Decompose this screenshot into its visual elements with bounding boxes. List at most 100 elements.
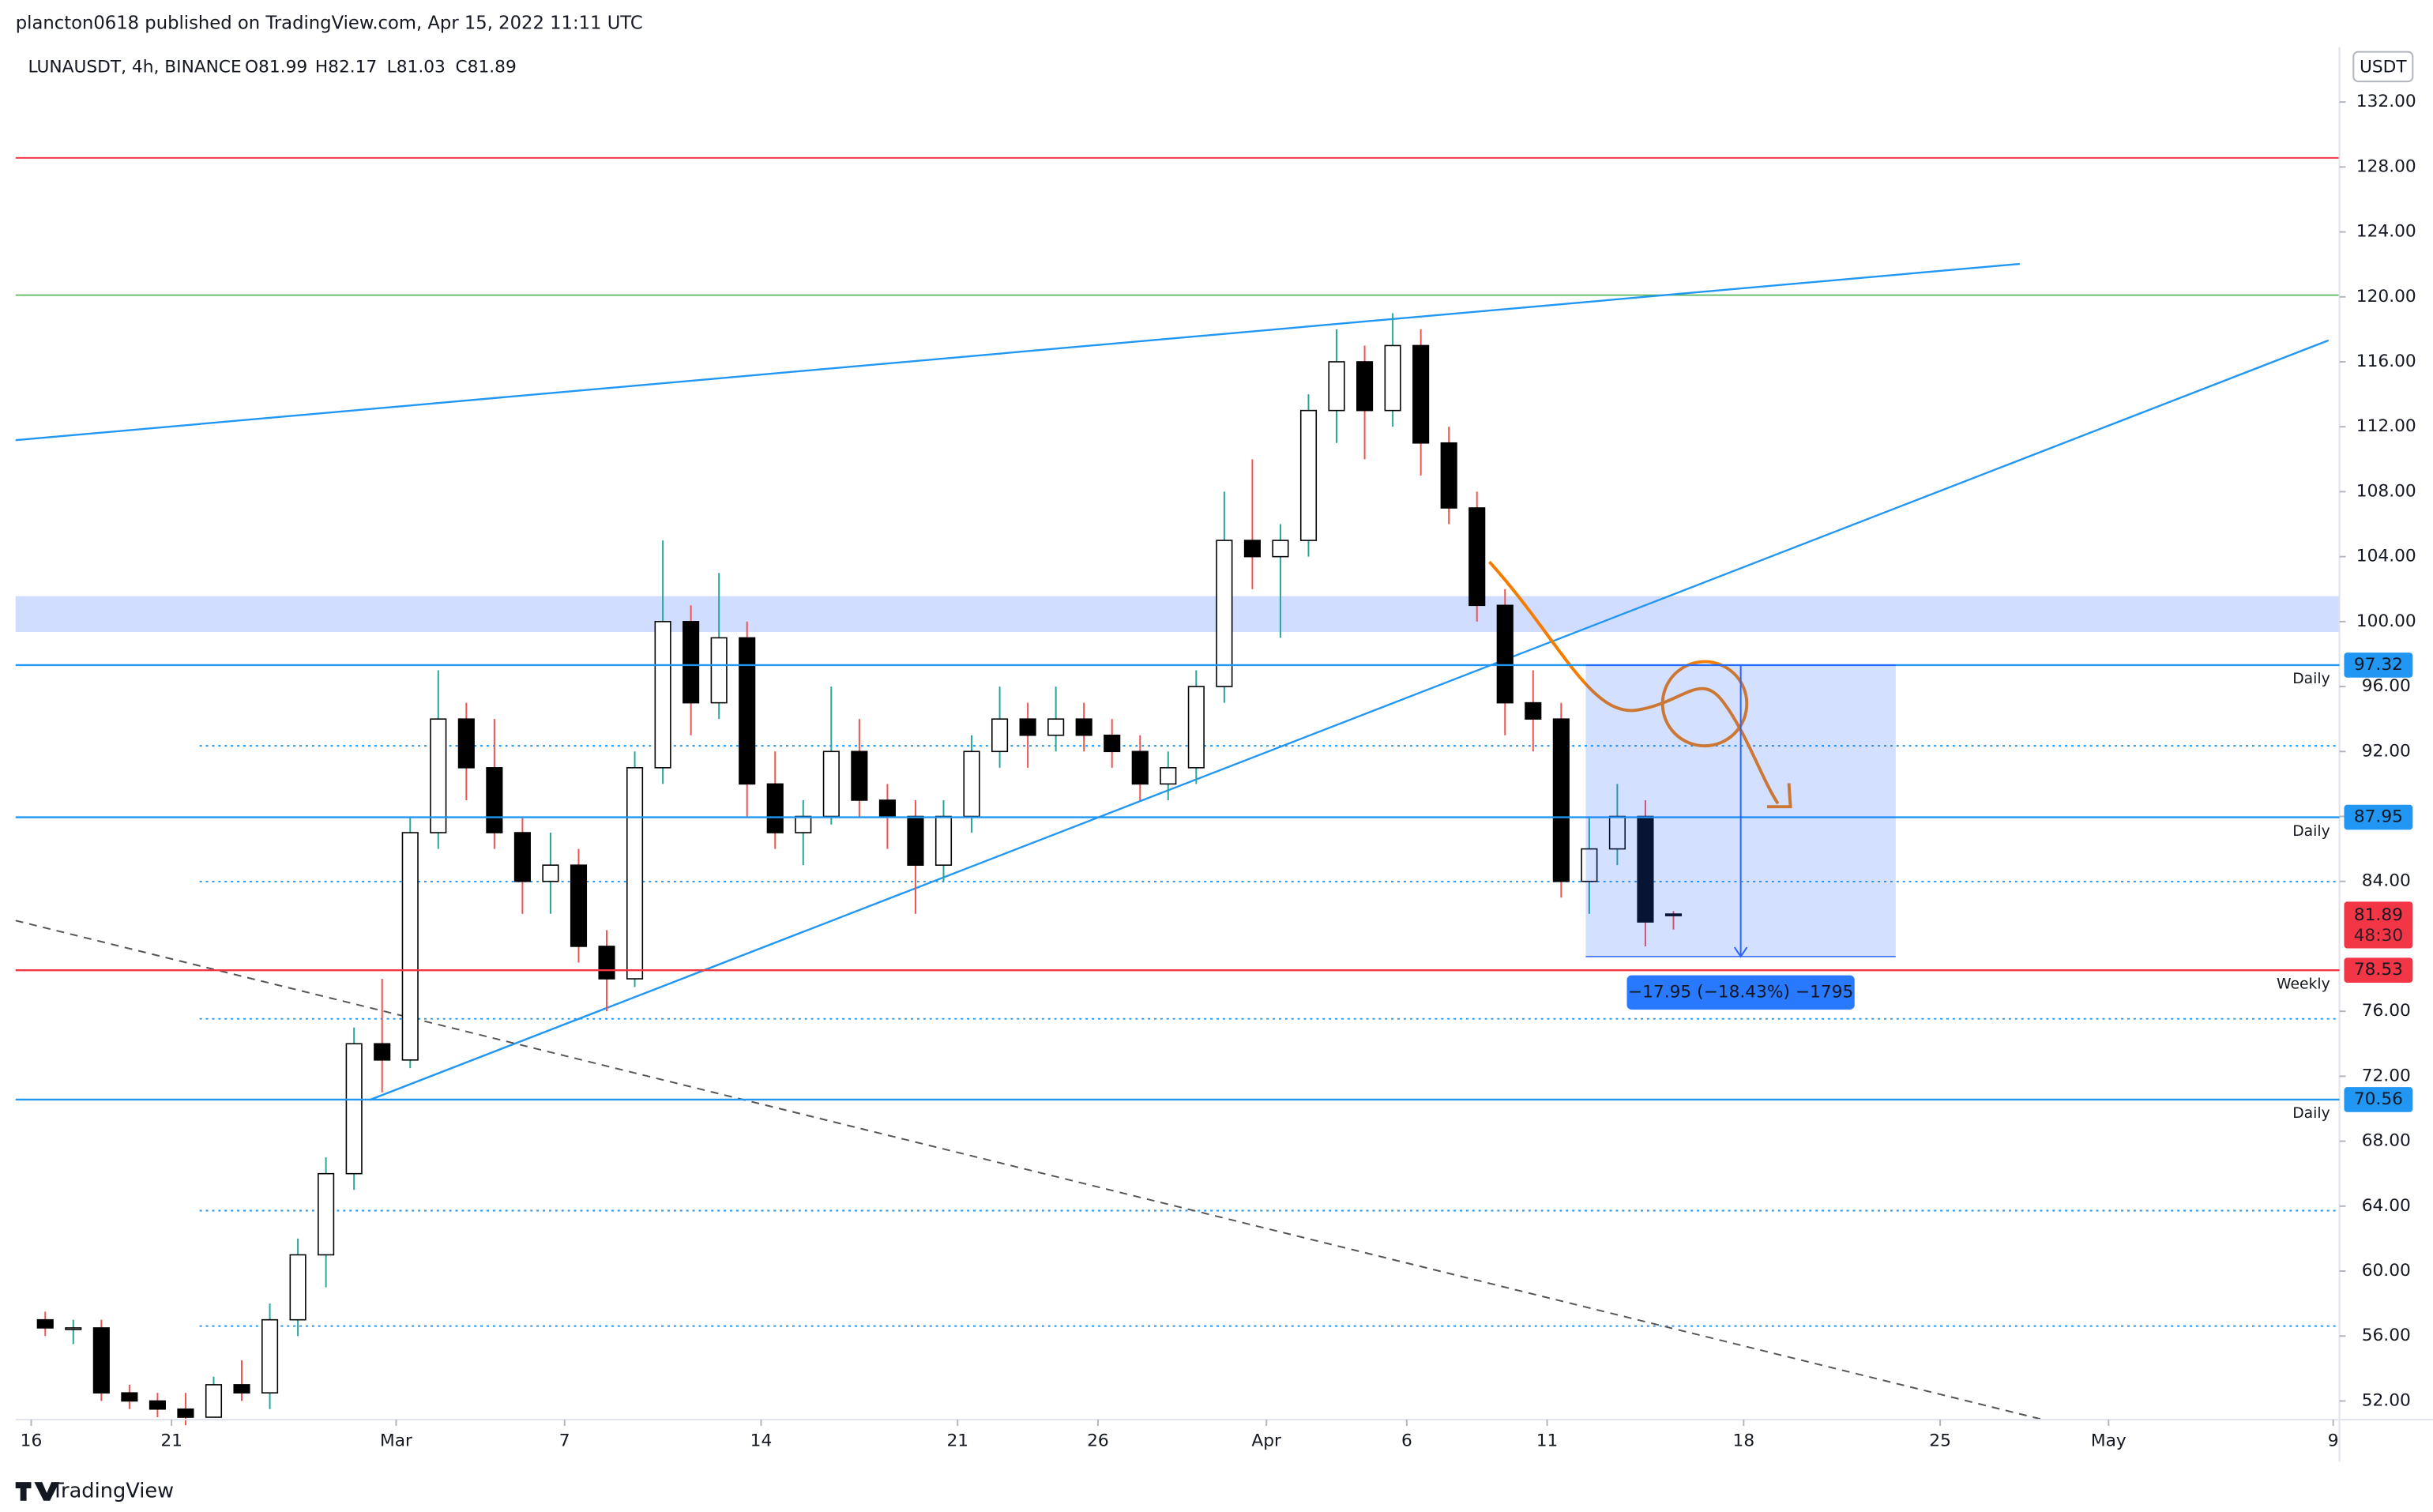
x-tick-label: Mar [380,1431,412,1451]
level-tag-label: 78.53 [2354,960,2403,980]
candle-body [289,1254,306,1321]
candle-body [1131,750,1149,785]
candle-body [1272,540,1289,558]
candle-body [739,637,756,785]
y-tick-label: 108.00 [2356,481,2416,501]
level-tag-label: 87.95 [2354,807,2403,827]
candle-body [542,864,559,882]
candle-body [1075,718,1092,736]
candles [36,313,1683,1426]
projected-arrow [1766,783,1792,809]
level-tag [2344,804,2413,830]
x-tick-label: 11 [1536,1431,1559,1451]
projected-path [1488,560,1780,805]
candle-body [1104,734,1121,753]
candle-body [851,750,868,801]
level-note: Weekly [2277,976,2330,992]
trend-line [15,262,2020,442]
x-tick-label: 6 [1401,1431,1412,1451]
candle-body [177,1408,194,1418]
trend-line [369,339,2330,1101]
x-tick-label: 26 [1087,1431,1109,1451]
high-label: H82.17 [315,57,377,77]
y-tick-label: 100.00 [2356,611,2416,631]
y-tick-label: 92.00 [2362,741,2411,761]
candle-body [1047,718,1065,736]
measure-label-box [1626,975,1855,1010]
x-tick-label: Apr [1251,1431,1281,1451]
y-tick-label: 68.00 [2362,1131,2411,1151]
x-tick-label: 25 [1929,1431,1951,1451]
candle-body [513,832,531,882]
x-tick-label: 14 [750,1431,773,1451]
y-tick-label: 112.00 [2356,416,2416,436]
x-tick-label: 18 [1733,1431,1755,1451]
candle-body [683,621,700,704]
candle-body [907,815,924,866]
close-label: C81.89 [456,57,517,77]
candle-body [963,750,980,818]
candle-body [1581,848,1598,882]
x-tick-label: May [2091,1431,2127,1451]
candle-body [1019,718,1036,736]
x-tick-label: 21 [946,1431,968,1451]
candle-body [1243,540,1261,558]
candle-body [36,1318,54,1329]
candle-body [1440,442,1457,509]
candle-body [486,767,503,833]
currency: USDT [2360,57,2407,77]
symbol: LUNAUSDT, 4h, BINANCE [28,57,242,77]
level-tag [2344,1087,2413,1112]
candle-body [991,718,1009,753]
y-tick-label: 64.00 [2362,1196,2411,1216]
level-note: Daily [2292,1105,2330,1122]
last-price-tag [2344,901,2413,949]
candle-body [1356,361,1374,412]
countdown: 48:30 [2354,926,2404,946]
publish-info: plancton0618 published on TradingView.co… [16,13,643,34]
candle-body [1525,701,1542,720]
candle-body [795,815,812,833]
brand-logo [15,1482,60,1501]
candle-body [430,718,447,833]
candle-body [1552,718,1570,882]
candle-body [766,783,784,833]
low-label: L81.03 [387,57,446,77]
candle-body [878,799,896,818]
candle-body [457,718,475,769]
candle-body [1216,540,1233,687]
candle-body [121,1392,138,1402]
x-tick-label: 7 [559,1431,570,1451]
candle-body [318,1172,335,1256]
candle-body [570,864,588,947]
candle-body [65,1327,82,1330]
x-tick-label: 16 [21,1431,43,1451]
y-tick-label: 104.00 [2356,547,2416,566]
candle-body [1299,409,1318,541]
candle-body [374,1043,391,1061]
candle-body [822,750,840,818]
brand-name: TradingView [51,1479,174,1503]
candle-body [1412,344,1430,444]
y-tick-label: 72.00 [2362,1066,2411,1085]
candle-body [205,1384,223,1418]
level-tag-label: 97.32 [2354,655,2403,675]
x-tick-label: 21 [160,1431,182,1451]
y-tick-label: 52.00 [2362,1390,2411,1410]
candle-body [1384,344,1401,412]
currency-box [2352,51,2414,83]
candle-body [233,1384,250,1394]
candle-body [710,637,728,704]
candle-body [1496,604,1514,704]
candle-body [1187,686,1205,769]
level-note: Daily [2292,823,2330,840]
candle-body [1468,507,1486,607]
brand: TradingView [15,1479,174,1503]
candle-body [598,946,615,980]
candle-body [345,1043,363,1175]
y-tick-label: 76.00 [2362,1001,2411,1021]
candle-body [401,832,419,1061]
